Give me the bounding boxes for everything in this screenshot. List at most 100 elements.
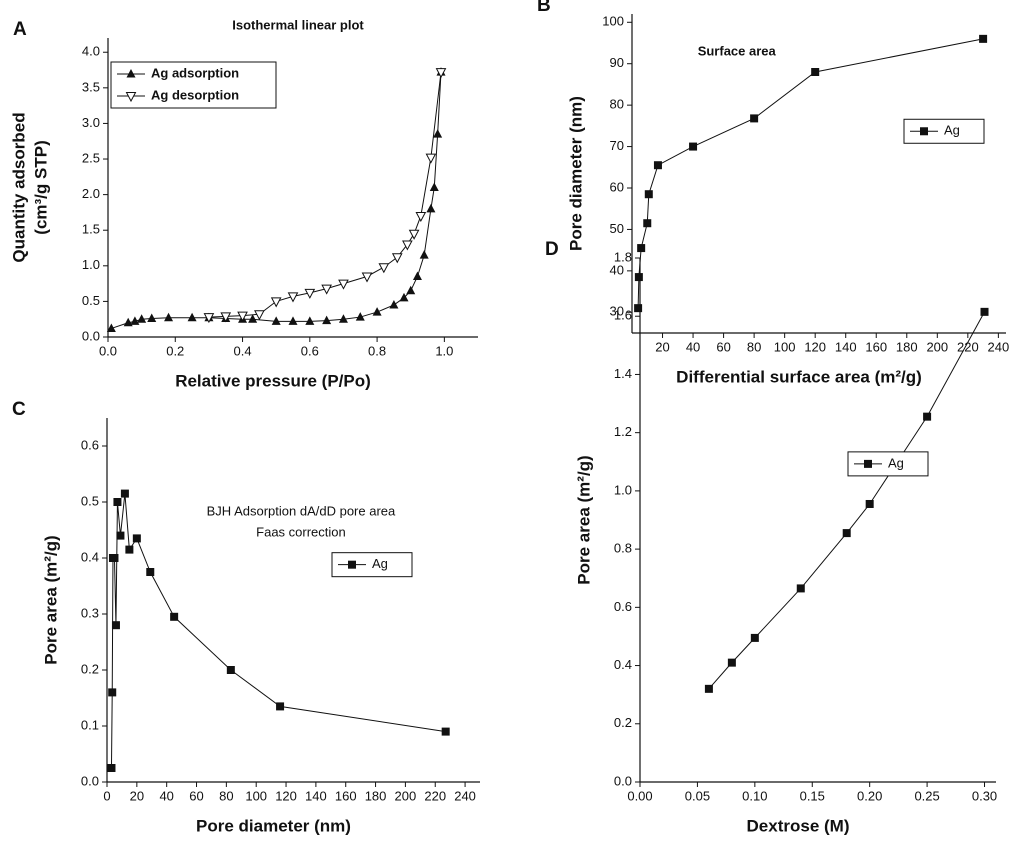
x-tick-label: 0.00	[627, 788, 652, 803]
marker	[811, 68, 820, 76]
x-tick-label: 180	[365, 788, 387, 803]
x-tick-label: 80	[747, 339, 761, 354]
x-tick-label: 140	[305, 788, 327, 803]
marker	[170, 612, 179, 621]
panel-letter: B	[537, 0, 551, 16]
marker	[125, 92, 137, 103]
x-tick-label: 0.10	[742, 788, 767, 803]
marker	[408, 229, 420, 240]
panel-letter: A	[13, 19, 27, 40]
marker	[389, 299, 399, 309]
x-tick-label: 240	[454, 788, 476, 803]
legend: Ag	[903, 118, 985, 144]
y-tick-label: 3.0	[82, 115, 100, 130]
x-tick-label: 60	[189, 788, 203, 803]
y-axis-label: (cm³/g STP)	[31, 140, 50, 234]
marker	[920, 127, 928, 136]
marker	[979, 34, 988, 43]
marker	[304, 288, 316, 299]
marker	[108, 688, 117, 697]
marker	[113, 498, 122, 506]
y-tick-label: 80	[610, 97, 624, 112]
marker	[203, 313, 215, 324]
marker	[338, 314, 348, 323]
x-axis-label: Pore diameter (nm)	[196, 816, 351, 835]
legend-label: Ag	[888, 455, 904, 470]
chart-title: Isothermal linear plot	[232, 17, 364, 32]
marker	[923, 412, 932, 421]
marker	[322, 315, 332, 325]
marker	[419, 250, 429, 259]
y-tick-label: 70	[610, 138, 624, 153]
x-tick-label: 200	[926, 339, 948, 354]
marker	[137, 314, 147, 323]
x-axis-label: Dextrose (M)	[747, 816, 850, 835]
y-tick-label: 0.2	[614, 715, 632, 730]
y-tick-label: 1.8	[614, 249, 632, 264]
legend-label: Ag	[372, 556, 388, 571]
marker	[689, 142, 698, 151]
marker	[425, 153, 437, 164]
marker	[412, 271, 422, 280]
x-tick-label: 40	[159, 788, 173, 803]
y-tick-label: 1.4	[614, 366, 632, 381]
marker	[864, 459, 872, 468]
x-tick-label: 0.2	[166, 343, 184, 358]
marker	[399, 292, 409, 302]
y-tick-label: 0.6	[81, 437, 99, 452]
marker	[110, 554, 119, 562]
marker	[111, 621, 120, 630]
marker	[116, 531, 125, 540]
marker	[378, 263, 390, 274]
series-line	[708, 311, 985, 690]
marker	[164, 312, 174, 322]
y-tick-label: 50	[610, 221, 624, 236]
x-tick-label: 80	[219, 788, 233, 803]
marker	[348, 560, 356, 569]
marker	[704, 684, 713, 693]
annotation: BJH Adsorption dA/dD pore area	[207, 503, 396, 518]
marker	[220, 312, 232, 323]
legend-label: Ag adsorption	[151, 65, 239, 80]
legend-box	[110, 61, 277, 109]
marker	[842, 529, 851, 538]
x-tick-label: 100	[245, 788, 267, 803]
marker	[415, 211, 427, 223]
x-tick-label: 0.6	[301, 343, 319, 358]
marker	[372, 307, 382, 316]
x-tick-label: 0.0	[99, 343, 117, 358]
marker	[435, 68, 447, 79]
marker	[391, 253, 403, 264]
x-tick-label: 0.20	[857, 788, 882, 803]
marker	[271, 316, 281, 325]
marker	[126, 69, 136, 78]
marker	[653, 161, 662, 170]
marker	[355, 312, 365, 321]
y-tick-label: 2.5	[82, 150, 100, 165]
y-axis-label: Pore diameter (nm)	[566, 96, 585, 251]
marker	[750, 633, 759, 642]
marker	[276, 702, 285, 711]
x-tick-label: 0	[103, 788, 110, 803]
x-tick-label: 220	[424, 788, 446, 803]
panel: B 20 40 60 80 100 120 140 160 180 200 220 240 30 40 50 6…	[537, 0, 1009, 386]
legend: Ag adsorption Ag desorption	[110, 61, 277, 109]
marker	[727, 658, 736, 667]
y-tick-label: 1.0	[614, 482, 632, 497]
y-tick-label: 3.5	[82, 79, 100, 94]
marker	[106, 323, 116, 332]
marker	[406, 285, 416, 295]
marker	[288, 316, 298, 325]
marker	[796, 584, 805, 593]
y-tick-label: 0.5	[82, 293, 100, 308]
marker	[865, 499, 874, 508]
marker	[433, 129, 443, 138]
x-tick-label: 1.0	[435, 343, 453, 358]
marker	[237, 311, 248, 322]
y-tick-label: 0.4	[81, 549, 99, 564]
marker	[107, 764, 116, 772]
y-tick-label: 0.2	[81, 661, 99, 676]
series-line	[637, 38, 984, 309]
marker	[321, 284, 332, 295]
x-tick-label: 20	[655, 339, 669, 354]
